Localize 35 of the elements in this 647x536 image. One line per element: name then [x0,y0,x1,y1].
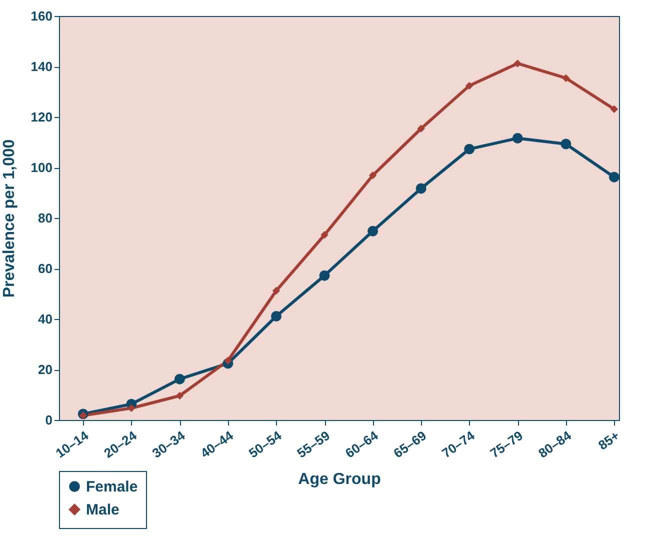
legend-label: Female [86,478,138,496]
point [272,286,280,295]
legend-label: Male [86,502,120,518]
point [417,124,425,132]
y-tick-label: 40 [38,312,52,326]
x-tick-label: 85+ [595,428,622,453]
y-tick-label: 0 [45,412,52,428]
point [176,392,184,400]
point [79,412,88,420]
y-tick-label: 120 [30,110,52,124]
y-tick-label: 80 [38,210,52,226]
point [270,310,282,322]
point [174,374,185,384]
point [319,270,330,281]
y-tick-label: 140 [30,59,52,74]
point [465,82,474,90]
y-tick-label: 100 [30,160,52,175]
point [464,144,475,154]
point [368,171,377,180]
point [514,60,522,68]
point [224,356,232,365]
point [608,172,620,182]
point [320,231,328,239]
y-tick-label: 20 [38,362,52,377]
point [560,138,572,150]
point [512,132,523,144]
point [368,226,378,236]
y-axis-title: Prevalence per 1,000 [0,139,18,298]
x-axis-title: Age Group [298,470,382,488]
point [610,105,618,114]
y-tick-label: 60 [38,261,52,276]
y-tick-label: 160 [30,8,52,24]
point [128,404,136,412]
point [562,74,570,82]
point [416,183,426,194]
